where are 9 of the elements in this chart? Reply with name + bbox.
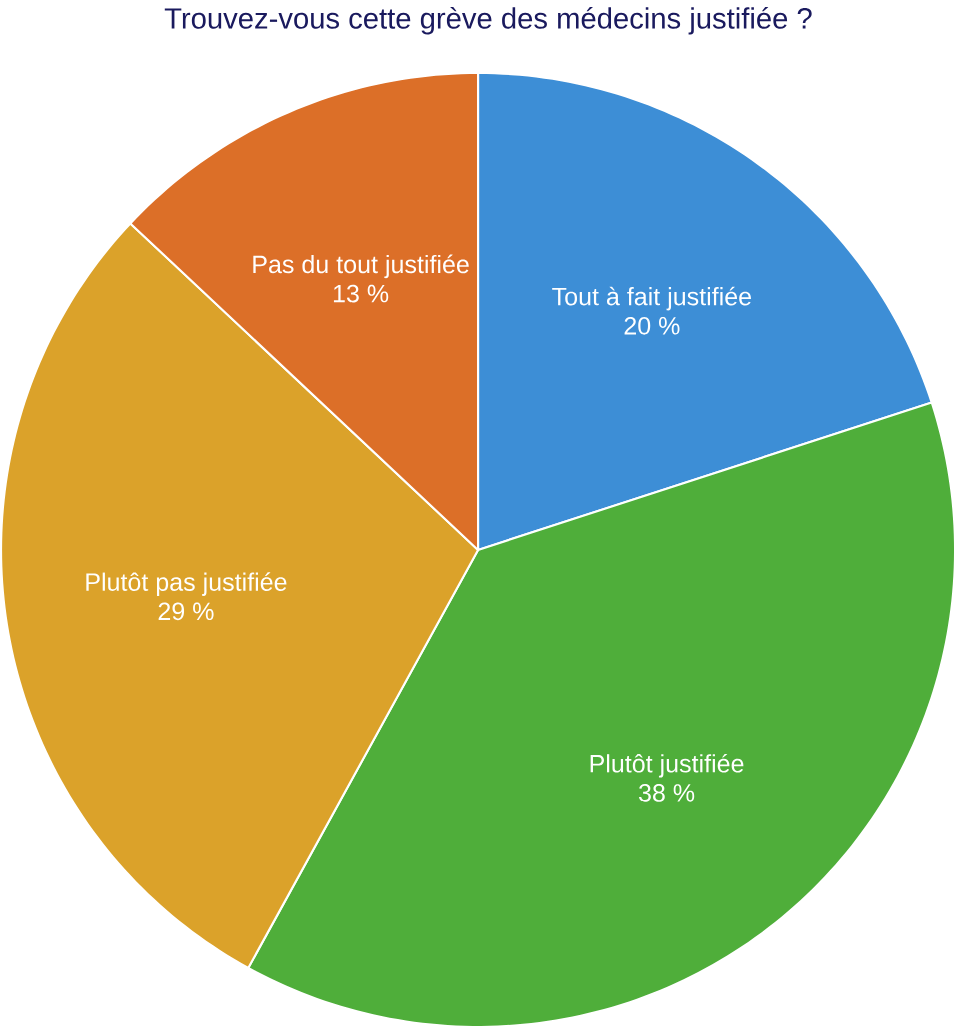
data-label: 20 % xyxy=(624,316,680,335)
slice-label: Pas du tout justifiée xyxy=(253,254,469,279)
slice-label: Plutôt justifiée xyxy=(590,753,744,778)
slice-label: Plutôt pas justifiée xyxy=(86,572,287,596)
data-label: 38 % xyxy=(638,784,695,802)
chart-title: Trouvez-vous cette grève des médecins justifiée ? xyxy=(164,6,812,35)
data-label: 29 % xyxy=(158,602,214,621)
data-label: 13 % xyxy=(333,284,389,303)
slice-label: Tout à fait justifiée xyxy=(552,286,751,311)
